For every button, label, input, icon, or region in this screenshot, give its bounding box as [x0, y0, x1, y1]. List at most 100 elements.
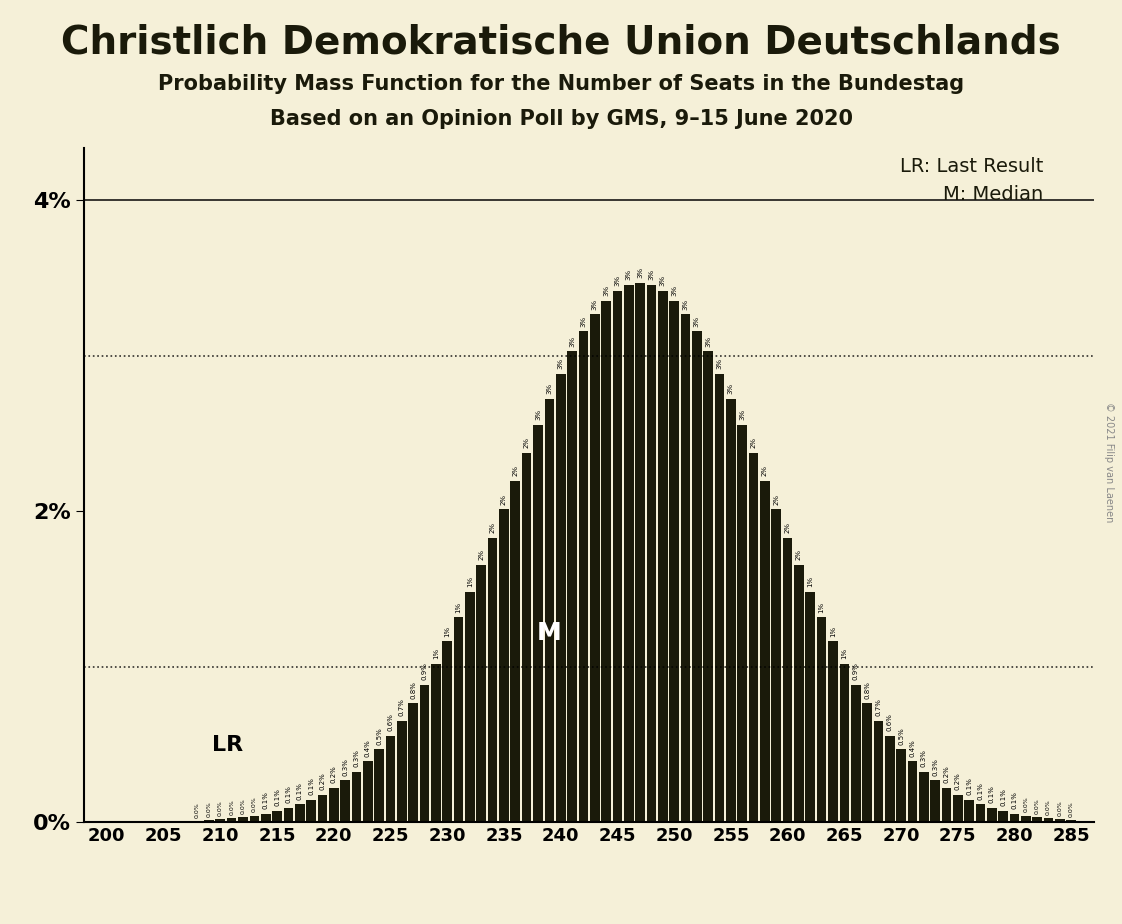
Bar — [862, 703, 872, 822]
Text: 0.3%: 0.3% — [932, 758, 938, 776]
Bar — [1066, 821, 1076, 822]
Text: 3%: 3% — [637, 267, 643, 278]
Text: 0.6%: 0.6% — [387, 713, 394, 731]
Bar — [670, 301, 679, 822]
Bar — [783, 538, 792, 822]
Text: 3%: 3% — [717, 359, 723, 370]
Bar — [624, 285, 634, 822]
Text: 2%: 2% — [751, 437, 756, 448]
Text: 3%: 3% — [569, 335, 576, 346]
Bar — [375, 749, 384, 822]
Bar — [760, 480, 770, 822]
Text: 0.4%: 0.4% — [910, 739, 916, 757]
Bar — [533, 425, 543, 822]
Bar — [896, 749, 905, 822]
Bar — [748, 453, 758, 822]
Text: © 2021 Filip van Laenen: © 2021 Filip van Laenen — [1104, 402, 1113, 522]
Bar — [238, 817, 248, 822]
Text: 1%: 1% — [842, 648, 847, 659]
Bar — [499, 509, 508, 822]
Text: 2%: 2% — [489, 522, 496, 533]
Bar — [590, 314, 599, 822]
Bar — [1010, 813, 1020, 822]
Text: 3%: 3% — [728, 383, 734, 394]
Bar — [646, 285, 656, 822]
Text: 0.6%: 0.6% — [886, 713, 893, 731]
Text: 0.3%: 0.3% — [921, 749, 927, 767]
Bar — [442, 641, 452, 822]
Bar — [613, 291, 623, 822]
Bar — [885, 736, 894, 822]
Bar — [306, 800, 316, 822]
Text: 1%: 1% — [819, 602, 825, 613]
Bar — [726, 399, 736, 822]
Text: LR: LR — [212, 735, 243, 755]
Bar — [544, 399, 554, 822]
Bar — [681, 314, 690, 822]
Bar — [817, 617, 827, 822]
Bar — [794, 565, 803, 822]
Bar — [874, 721, 883, 822]
Bar — [431, 663, 441, 822]
Bar — [249, 816, 259, 822]
Bar — [1055, 820, 1065, 822]
Text: 3%: 3% — [706, 335, 711, 346]
Text: 0.1%: 0.1% — [1012, 791, 1018, 808]
Text: 2%: 2% — [762, 465, 767, 476]
Text: 0.2%: 0.2% — [320, 772, 325, 790]
Bar — [477, 565, 486, 822]
Text: 3%: 3% — [693, 316, 700, 327]
Text: 0.1%: 0.1% — [988, 785, 995, 804]
Text: 0.7%: 0.7% — [398, 698, 405, 716]
Text: Christlich Demokratische Union Deutschlands: Christlich Demokratische Union Deutschla… — [61, 23, 1061, 61]
Text: Based on an Opinion Poll by GMS, 9–15 June 2020: Based on an Opinion Poll by GMS, 9–15 Ju… — [269, 109, 853, 129]
Text: 3%: 3% — [739, 409, 745, 420]
Text: 0.1%: 0.1% — [285, 785, 292, 804]
Text: 0.1%: 0.1% — [263, 791, 268, 808]
Bar — [295, 805, 304, 822]
Bar — [329, 788, 339, 822]
Text: 0.0%: 0.0% — [1057, 800, 1063, 816]
Text: 3%: 3% — [649, 269, 654, 280]
Bar — [999, 811, 1008, 822]
Bar — [806, 592, 815, 822]
Bar — [919, 772, 929, 822]
Text: 0.2%: 0.2% — [331, 766, 337, 784]
Text: 0.3%: 0.3% — [342, 758, 348, 776]
Text: 0.0%: 0.0% — [195, 802, 200, 818]
Text: M: M — [537, 622, 562, 646]
Text: 1%: 1% — [467, 576, 472, 588]
Text: 1%: 1% — [808, 576, 813, 588]
Bar — [204, 821, 214, 822]
Text: 0.1%: 0.1% — [966, 777, 972, 796]
Text: 0.1%: 0.1% — [296, 782, 303, 800]
Text: 0.8%: 0.8% — [864, 681, 870, 699]
Bar — [908, 761, 917, 822]
Text: 1%: 1% — [456, 602, 461, 613]
Bar — [397, 721, 406, 822]
Bar — [987, 808, 996, 822]
Text: 2%: 2% — [513, 465, 518, 476]
Text: 0.0%: 0.0% — [218, 800, 223, 816]
Text: 0.3%: 0.3% — [353, 749, 359, 767]
Text: 0.8%: 0.8% — [411, 681, 416, 699]
Bar — [772, 509, 781, 822]
Bar — [488, 538, 497, 822]
Bar — [453, 617, 463, 822]
Bar — [579, 332, 588, 822]
Text: 0.5%: 0.5% — [898, 727, 904, 745]
Text: Probability Mass Function for the Number of Seats in the Bundestag: Probability Mass Function for the Number… — [158, 74, 964, 94]
Bar — [737, 425, 747, 822]
Text: 2%: 2% — [784, 522, 791, 533]
Text: 2%: 2% — [478, 550, 485, 561]
Text: 3%: 3% — [546, 383, 552, 394]
Text: 0.2%: 0.2% — [955, 772, 960, 790]
Bar — [964, 800, 974, 822]
Bar — [171, 821, 180, 822]
Bar — [568, 351, 577, 822]
Bar — [522, 453, 532, 822]
Bar — [511, 480, 521, 822]
Bar — [260, 813, 270, 822]
Bar — [1032, 817, 1042, 822]
Text: 0.0%: 0.0% — [240, 798, 246, 814]
